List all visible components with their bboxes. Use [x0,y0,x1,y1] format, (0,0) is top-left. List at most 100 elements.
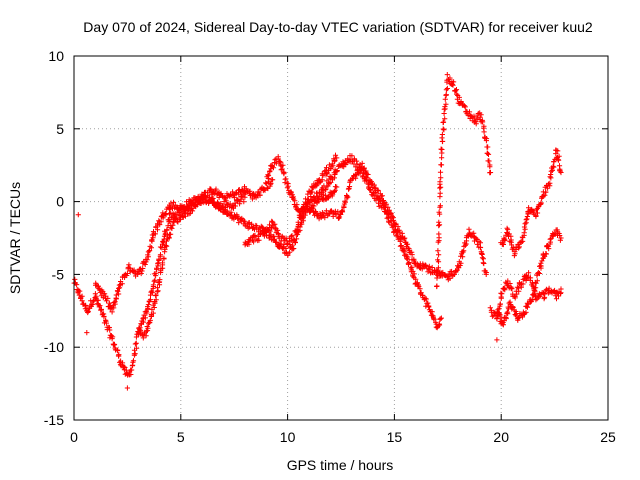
data-point [383,201,389,207]
data-point [474,115,480,121]
data-point [280,162,286,168]
data-point [202,194,208,200]
data-point [395,224,401,230]
data-point [418,290,424,296]
data-point [439,146,445,153]
data-point [103,320,109,326]
data-point [151,304,157,311]
data-point [85,308,91,315]
data-point [331,188,337,195]
data-point [295,221,302,228]
data-point [292,198,298,204]
data-point [423,296,429,302]
data-point [294,202,300,208]
data-point [505,227,511,233]
data-point [115,348,121,354]
data-point [334,155,340,161]
data-point [349,153,355,159]
data-point [502,287,508,293]
data-point [409,264,415,270]
data-point [332,158,338,164]
data-point [466,226,472,232]
data-point [498,295,504,301]
data-point [500,241,506,248]
data-point [461,248,467,254]
data-point [451,79,457,85]
data-point [168,200,174,206]
data-point [322,215,328,221]
data-point [157,253,163,259]
data-point [157,277,163,283]
data-point [466,109,473,115]
data-point [278,167,284,173]
data-point [241,199,247,205]
data-point [319,177,325,183]
data-point [130,358,137,364]
data-point [140,335,146,341]
data-point [95,283,101,289]
data-point [435,239,441,245]
data-point [436,222,443,228]
data-point [363,168,369,174]
data-point [292,240,298,246]
data-point [111,341,118,347]
data-point [510,304,516,311]
data-point [323,192,329,198]
data-point [514,291,520,297]
data-point [534,210,541,216]
data-point [532,289,538,295]
data-point [285,252,291,258]
data-point [154,285,160,291]
data-point [345,194,351,200]
data-point [147,320,153,326]
data-point [442,106,448,112]
data-point [404,256,410,262]
data-point [524,213,530,220]
data-point [132,341,138,347]
data-point [112,301,118,307]
data-point [477,240,483,246]
data-point [533,280,539,286]
data-point [547,239,553,245]
data-point [530,292,536,298]
data-point [481,123,487,129]
data-point [481,260,487,267]
data-point [549,167,555,173]
data-point [499,291,505,297]
data-point [279,166,285,172]
data-point [159,260,166,266]
data-point [516,288,522,294]
data-point [79,293,85,299]
data-point [543,189,549,195]
data-point [153,273,159,279]
data-point [477,245,483,251]
y-axis-label: SDTVAR / TECUs [7,182,23,294]
data-point [435,265,441,271]
data-point [108,333,115,339]
data-point [542,291,548,297]
y-tick-label: 5 [56,121,64,137]
data-point [487,164,493,170]
axis-ticks: 0 5 10 15 20 25 -15 -10 -5 0 5 10 [44,48,616,445]
y-tick-label: 0 [56,194,64,210]
data-point [163,242,169,249]
data-point [274,160,280,166]
data-point [436,219,442,225]
data-point [447,275,453,281]
data-point [101,313,107,319]
x-tick-label: 0 [70,429,78,445]
data-point [533,213,539,220]
data-point [288,234,294,240]
data-point [365,171,371,178]
x-tick-label: 15 [387,429,403,445]
data-point [394,233,400,239]
data-point [270,165,277,171]
data-point [110,334,116,340]
data-point [255,189,261,195]
data-point [129,367,135,373]
data-point [557,237,563,243]
data-point [164,243,170,249]
data-point [439,155,445,161]
